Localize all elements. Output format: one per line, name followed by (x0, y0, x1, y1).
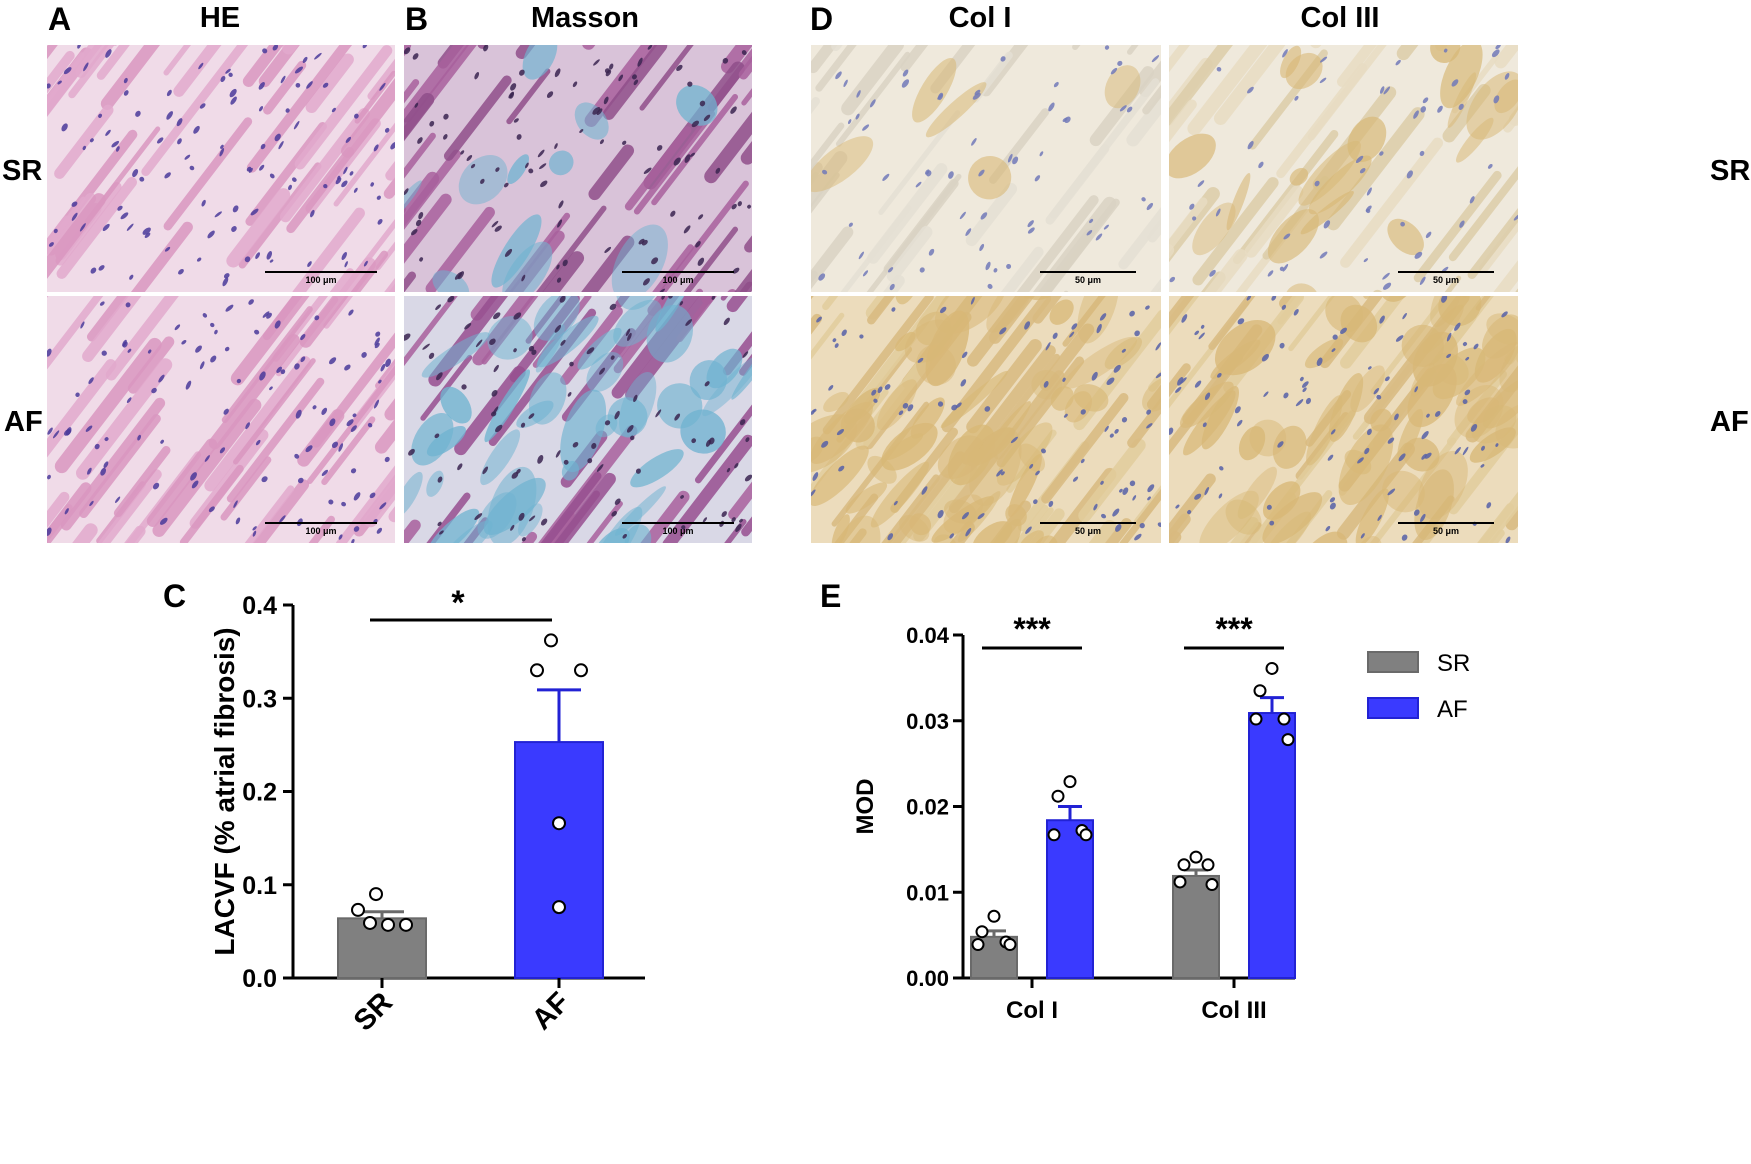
panel-letter-d: D (810, 1, 834, 37)
data-point (1205, 878, 1219, 892)
scale-label-col3-sr: 50 μm (1432, 275, 1460, 285)
y-tick-label: 0.1 (242, 872, 277, 900)
y-axis-label: LACVF (% atrial fibrosis) (209, 627, 240, 955)
bar-af (514, 741, 604, 979)
micrograph-he-af (47, 296, 395, 543)
y-tick-label: 0.04 (906, 623, 950, 648)
column-title-col3: Col III (1300, 2, 1380, 34)
data-point (552, 900, 566, 915)
y-tick-label: 0.0 (242, 965, 277, 993)
y-tick-label: 0.01 (906, 880, 949, 905)
significance-label: *** (1215, 611, 1253, 647)
micrograph-he-sr (47, 45, 395, 292)
data-point (1173, 875, 1187, 889)
panel-letter-e: E (820, 578, 842, 614)
data-point (1253, 684, 1267, 698)
scale-bar-col1-af (1040, 522, 1136, 524)
panel-letter-c: C (163, 578, 187, 614)
data-point (1265, 661, 1279, 675)
data-point (369, 887, 383, 902)
y-axis-label: MOD (852, 779, 879, 835)
micrograph-masson-af (404, 296, 752, 543)
data-point (1177, 858, 1191, 872)
data-point (1201, 858, 1215, 872)
row-label-af-right: AF (1710, 406, 1749, 438)
bar-af-1 (1248, 712, 1296, 979)
legend-label-sr: SR (1437, 650, 1470, 677)
scale-label-he-sr: 100 μm (305, 275, 337, 285)
row-label-sr-left: SR (2, 155, 43, 187)
scale-bar-col3-sr (1398, 271, 1494, 273)
legend-label-af: AF (1437, 696, 1468, 723)
data-point (544, 633, 558, 648)
data-point (1281, 733, 1295, 747)
data-point (363, 915, 377, 930)
scale-bar-masson-sr (622, 271, 734, 273)
x-tick-label-sr: SR (348, 986, 399, 1037)
x-tick-label-0: Col I (1006, 997, 1058, 1024)
y-tick-label: 0.00 (906, 966, 949, 991)
data-point (971, 938, 985, 952)
scale-bar-he-af (265, 522, 377, 524)
data-point (1047, 828, 1061, 842)
row-label-sr-right: SR (1710, 155, 1751, 187)
data-point (1189, 850, 1203, 864)
scale-label-he-af: 100 μm (305, 526, 337, 536)
significance-label: * (451, 584, 465, 622)
column-title-masson: Masson (531, 2, 639, 34)
micrograph-col3-af (1169, 296, 1518, 543)
y-tick-label: 0.3 (242, 685, 277, 713)
scale-label-col3-af: 50 μm (1432, 526, 1460, 536)
data-point (987, 909, 1001, 923)
data-point (1277, 712, 1291, 726)
data-point (975, 925, 989, 939)
data-point (351, 902, 365, 917)
micrograph-masson-sr (404, 45, 752, 292)
data-point (1003, 938, 1017, 952)
data-point (574, 663, 588, 678)
column-title-he: HE (199, 2, 241, 34)
data-point (530, 663, 544, 678)
data-point (1079, 828, 1093, 842)
data-point (381, 917, 395, 932)
y-tick-label: 0.4 (242, 592, 277, 620)
chart-e-mod: 0.00 0.01 0.02 0.03 0.04 MOD Col I *** Col III **… (852, 611, 1470, 1024)
micrograph-col1-sr (811, 45, 1161, 292)
data-point (1249, 712, 1263, 726)
scale-label-masson-af: 100 μm (662, 526, 694, 536)
scale-bar-col3-af (1398, 522, 1494, 524)
data-point (552, 816, 566, 831)
significance-label: *** (1013, 611, 1051, 647)
scale-bar-col1-sr (1040, 271, 1136, 273)
data-point (399, 917, 413, 932)
panel-letter-b: B (405, 1, 429, 37)
x-tick-label-1: Col III (1201, 997, 1266, 1024)
y-tick-label: 0.2 (242, 779, 277, 807)
legend-swatch-af (1367, 697, 1419, 719)
scale-bar-masson-af (622, 522, 734, 524)
x-tick-label-af: AF (526, 986, 576, 1036)
column-title-col1: Col I (948, 2, 1012, 34)
y-tick-label: 0.03 (906, 709, 949, 734)
legend-swatch-sr (1367, 651, 1419, 673)
scale-bar-he-sr (265, 271, 377, 273)
data-point (1051, 789, 1065, 803)
scale-label-masson-sr: 100 μm (662, 275, 694, 285)
scale-label-col1-sr: 50 μm (1074, 275, 1102, 285)
bar-af-0 (1046, 819, 1094, 979)
panel-letter-a: A (48, 1, 72, 37)
bar-sr-1 (1172, 874, 1220, 979)
y-tick-label: 0.02 (906, 795, 949, 820)
scale-label-col1-af: 50 μm (1074, 526, 1102, 536)
micrograph-col1-af (811, 296, 1161, 543)
row-label-af-left: AF (4, 406, 43, 438)
micrograph-col3-sr (1169, 45, 1518, 292)
data-point (1063, 775, 1077, 789)
